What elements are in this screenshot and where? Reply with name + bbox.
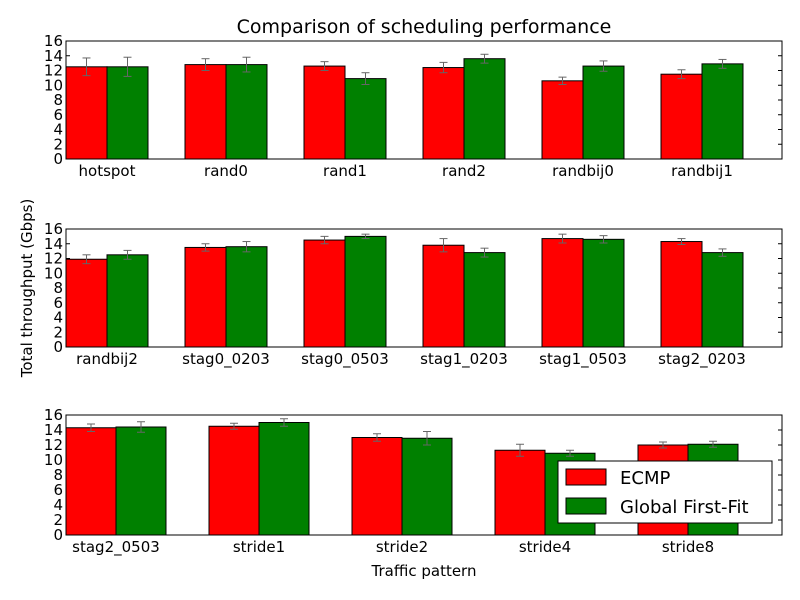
y-tick-label: 4 [53,496,63,514]
x-tick-label: stag0_0503 [301,350,389,369]
y-tick-label: 6 [53,294,63,312]
bar-global-first-fit-stag1_0203 [463,252,506,348]
bar-ecmp-randbij1 [660,73,703,160]
bar-global-first-fit-randbij1 [701,63,744,160]
bar-ecmp-randbij0 [541,80,584,160]
bar-ecmp-randbij2 [65,258,108,348]
bar-ecmp-stag2_0503 [65,427,117,536]
bar-global-first-fit-stag0_0203 [225,246,268,348]
bar-global-first-fit-stag2_0203 [701,252,744,348]
y-tick-label: 8 [53,466,63,484]
x-tick-label: randbij2 [76,350,138,368]
y-axis-label: Total throughput (Gbps) [18,199,36,379]
y-tick-label: 12 [44,436,63,454]
x-tick-label: rand0 [204,162,248,180]
bar-global-first-fit-randbij0 [582,65,625,160]
legend: ECMP Global First-Fit [557,460,773,524]
x-tick-label: stride2 [376,538,428,556]
bar-ecmp-stride2 [351,437,403,536]
legend-label-ecmp: ECMP [620,468,670,489]
bar-global-first-fit-stag1_0503 [582,238,625,348]
y-tick-label: 16 [44,32,63,50]
bar-ecmp-stride1 [208,425,260,536]
bar-ecmp-stag2_0203 [660,241,703,348]
x-tick-label: randbij0 [552,162,614,180]
legend-swatch-ecmp [565,468,607,486]
y-tick-label: 10 [44,451,63,469]
y-tick-label: 12 [44,250,63,268]
y-tick-label: 0 [53,526,63,544]
y-tick-label: 0 [53,150,63,168]
bar-global-first-fit-rand2 [463,58,506,160]
y-tick-label: 8 [53,91,63,109]
y-tick-label: 0 [53,338,63,356]
x-tick-label: stride8 [662,538,714,556]
y-tick-label: 14 [44,47,63,65]
x-tick-label: rand1 [323,162,367,180]
bar-global-first-fit-randbij2 [106,254,149,348]
bar-global-first-fit-stag2_0503 [115,426,167,536]
y-tick-label: 4 [53,121,63,139]
bar-ecmp-stag0_0203 [184,246,227,348]
bar-ecmp-rand0 [184,64,227,160]
y-tick-label: 14 [44,235,63,253]
chart-title: Comparison of scheduling performance [237,16,612,38]
y-tick-label: 2 [53,323,63,341]
y-tick-label: 16 [44,220,63,238]
x-tick-label: hotspot [79,162,136,180]
y-tick-label: 10 [44,264,63,282]
bar-global-first-fit-stride2 [401,437,453,536]
x-tick-label: stag1_0203 [420,350,508,369]
y-tick-label: 12 [44,62,63,80]
x-tick-label: stride1 [233,538,285,556]
y-tick-label: 6 [53,106,63,124]
y-tick-label: 6 [53,481,63,499]
y-tick-label: 2 [53,511,63,529]
bar-global-first-fit-stag0_0503 [344,235,387,348]
y-tick-label: 4 [53,309,63,327]
y-tick-label: 14 [44,421,63,439]
y-tick-label: 8 [53,279,63,297]
bar-ecmp-stride4 [494,449,546,536]
bar-ecmp-stag1_0203 [422,244,465,348]
bar-global-first-fit-rand0 [225,64,268,160]
x-tick-label: stag2_0503 [72,538,160,557]
bar-ecmp-stag0_0503 [303,239,346,348]
bar-ecmp-rand2 [422,67,465,160]
x-tick-label: randbij1 [671,162,733,180]
x-axis-label: Traffic pattern [371,562,477,580]
x-tick-label: stag1_0503 [539,350,627,369]
legend-label-global-first-fit: Global First-Fit [620,497,749,518]
bar-global-first-fit-stride1 [258,422,310,536]
y-tick-label: 10 [44,76,63,94]
x-tick-label: stride4 [519,538,571,556]
legend-swatch-global-first-fit [565,497,607,515]
bar-ecmp-stag1_0503 [541,238,584,348]
x-tick-label: rand2 [442,162,486,180]
y-tick-label: 16 [44,406,63,424]
bar-ecmp-hotspot [65,66,108,160]
bar-global-first-fit-hotspot [106,66,149,160]
bar-ecmp-rand1 [303,65,346,160]
y-tick-label: 2 [53,135,63,153]
x-tick-label: stag0_0203 [182,350,270,369]
bar-global-first-fit-rand1 [344,78,387,160]
x-tick-label: stag2_0203 [658,350,746,369]
